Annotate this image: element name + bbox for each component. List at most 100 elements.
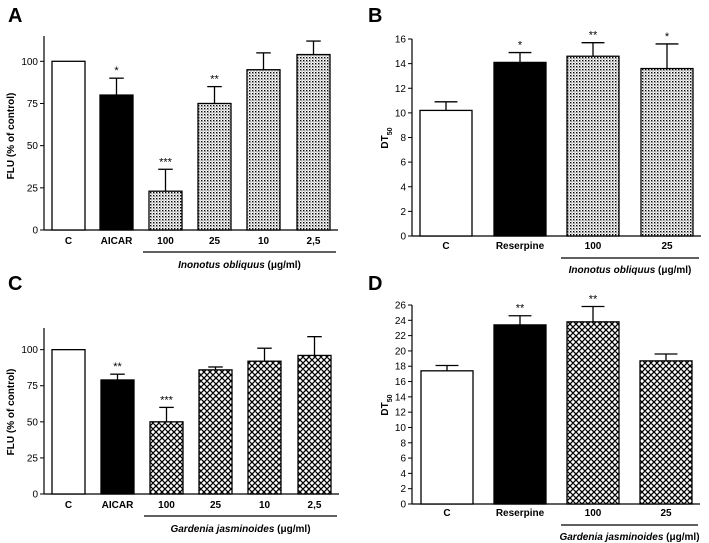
y-tick-label: 25 (27, 183, 39, 194)
y-tick-label: 0 (32, 490, 38, 501)
y-tick-label: 12 (395, 84, 407, 95)
category-label: Reserpine (496, 241, 545, 252)
bar-2-5 (297, 354, 332, 495)
y-tick-label: 6 (400, 454, 406, 465)
bar-25 (197, 102, 232, 231)
y-tick-label: 2 (400, 484, 406, 495)
y-tick-label: 50 (27, 417, 39, 428)
panel-letter-a: A (8, 5, 22, 27)
bar-c (420, 370, 474, 505)
bar-10 (247, 360, 282, 495)
bar-25 (640, 67, 694, 237)
category-label: 25 (661, 241, 673, 252)
y-tick-label: 20 (395, 346, 407, 357)
y-axis-label: FLU (% of control) (6, 369, 17, 456)
category-label: 2,5 (307, 236, 321, 247)
bar-aicar (100, 379, 135, 495)
y-tick-label: 26 (395, 301, 407, 312)
panel-letter-d: D (368, 273, 382, 295)
category-label: AICAR (102, 500, 134, 511)
y-axis-label: DT50 (380, 127, 394, 148)
y-tick-label: 2 (400, 207, 406, 218)
y-tick-label: 16 (395, 377, 407, 388)
category-label: 100 (157, 236, 174, 247)
group-label: Gardenia jasminoides (μg/ml) (170, 524, 310, 535)
panel-b: B 0 2 4 6 8 10 12 14 16 DT50 C * Reserpine ** 100 * 25 Ino… (368, 5, 701, 276)
y-axis-label: DT50 (380, 394, 394, 415)
category-label: C (65, 500, 72, 511)
bar-25 (639, 360, 693, 505)
bar-100 (566, 55, 620, 237)
category-label: C (443, 508, 450, 519)
y-tick-label: 14 (395, 392, 407, 403)
bar-reserpine (493, 61, 547, 237)
significance-marker: ** (516, 303, 525, 315)
significance-marker: ** (113, 361, 122, 373)
y-tick-label: 16 (395, 35, 407, 46)
category-label: Reserpine (496, 508, 545, 519)
bar-c (51, 60, 86, 231)
y-tick-label: 10 (395, 108, 407, 119)
y-tick-label: 10 (395, 423, 407, 434)
y-tick-label: 0 (32, 226, 38, 237)
category-label: 100 (158, 500, 175, 511)
bar-100 (566, 321, 620, 505)
category-label: 10 (259, 500, 271, 511)
group-label: Inonotus obliquus (μg/ml) (178, 260, 301, 271)
category-label: C (65, 236, 72, 247)
category-label: 25 (209, 236, 221, 247)
category-label: AICAR (101, 236, 133, 247)
group-label: Inonotus obliquus (μg/ml) (569, 265, 692, 276)
category-label: C (442, 241, 449, 252)
y-tick-label: 22 (395, 331, 407, 342)
y-tick-label: 100 (21, 345, 38, 356)
y-tick-label: 12 (395, 408, 407, 419)
y-tick-label: 0 (400, 232, 406, 243)
panel-a: A 0 25 50 75 100 FLU (% of control) C * AICAR *** 1… (6, 5, 338, 271)
y-tick-label: 8 (400, 438, 406, 449)
y-tick-label: 75 (27, 381, 39, 392)
y-tick-label: 75 (27, 99, 39, 110)
significance-marker: ** (210, 74, 219, 86)
significance-marker: * (518, 40, 523, 52)
bar-10 (246, 69, 281, 231)
significance-marker: * (665, 31, 670, 43)
category-label: 100 (585, 508, 602, 519)
y-axis-label: FLU (% of control) (6, 93, 17, 180)
y-tick-label: 4 (400, 469, 406, 480)
significance-marker: * (114, 65, 119, 77)
bar-reserpine (493, 324, 547, 505)
panel-c: C 0 25 50 75 100 FLU (% of control) C ** AICAR ***… (6, 273, 339, 535)
bar-100 (149, 421, 184, 495)
group-label: Gardenia jasminoides (μg/ml) (559, 532, 699, 543)
bar-c (51, 349, 86, 495)
category-label: 10 (258, 236, 270, 247)
y-tick-label: 0 (400, 500, 406, 511)
panel-d: D02468101214161820222426DT50C**Reserpine… (368, 273, 700, 543)
category-label: 100 (585, 241, 602, 252)
significance-marker: ** (589, 30, 598, 42)
significance-marker: ** (589, 294, 598, 306)
panel-letter-c: C (8, 273, 22, 295)
y-tick-label: 100 (21, 57, 38, 68)
significance-marker: *** (160, 394, 174, 406)
y-tick-label: 18 (395, 362, 407, 373)
category-label: 25 (210, 500, 222, 511)
y-tick-label: 6 (400, 158, 406, 169)
significance-marker: *** (159, 156, 173, 168)
y-tick-label: 4 (400, 182, 406, 193)
category-label: 2,5 (308, 500, 322, 511)
y-tick-label: 8 (400, 133, 406, 144)
bar-2-5 (296, 53, 331, 231)
y-tick-label: 50 (27, 141, 39, 152)
y-tick-label: 14 (395, 59, 407, 70)
y-tick-label: 24 (395, 316, 407, 327)
bar-25 (198, 369, 233, 495)
bar-100 (148, 190, 183, 231)
bar-aicar (99, 94, 134, 231)
bar-c (419, 109, 473, 237)
y-tick-label: 25 (27, 453, 39, 464)
panel-letter-b: B (368, 5, 382, 27)
category-label: 25 (660, 508, 672, 519)
